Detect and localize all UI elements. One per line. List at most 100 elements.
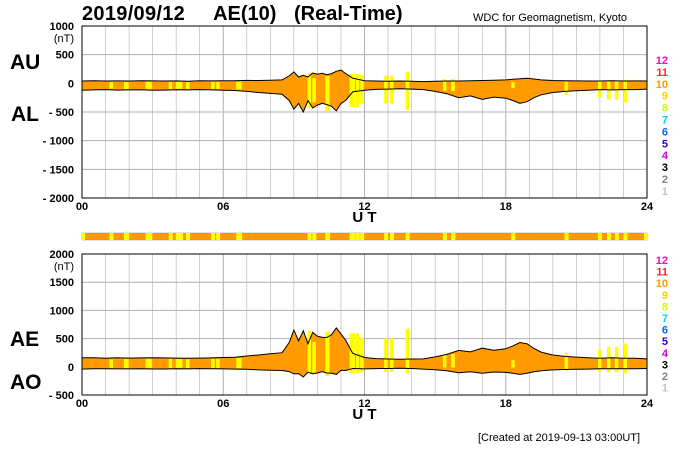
quality-strip-highlight (355, 233, 360, 240)
activity-area-fill (82, 327, 647, 377)
quality-highlight (123, 359, 128, 368)
quality-strip-highlight (123, 233, 128, 240)
x-tick-label: 18 (500, 201, 512, 213)
quality-strip-highlight (614, 233, 619, 240)
quality-highlight (109, 82, 113, 89)
au-label: AU (10, 51, 41, 74)
x-tick-label: 24 (641, 398, 654, 410)
legend-level-label: 2 (662, 174, 668, 186)
quality-highlight (564, 81, 569, 95)
ae-label: AE (10, 328, 40, 351)
quality-highlight (175, 81, 180, 89)
legend-level-label: 8 (662, 301, 668, 313)
y-tick-label: - 500 (49, 390, 74, 402)
plot-frame (81, 25, 648, 199)
x-axis-label: U T (352, 406, 376, 423)
series-line-au (81, 69, 648, 83)
y-tick-label: 1500 (50, 277, 74, 289)
quality-highlight (145, 358, 150, 368)
quality-strip-highlight (451, 233, 456, 240)
legend-level-label: 4 (662, 348, 669, 360)
quality-highlight (216, 358, 220, 368)
quality-highlight (185, 82, 190, 89)
quality-highlight (614, 346, 619, 373)
quality-highlight (360, 337, 364, 373)
x-tick-label: 00 (76, 398, 88, 410)
quality-strip-highlight (145, 233, 150, 240)
quality-strip-highlight (623, 233, 628, 240)
quality-highlight (405, 328, 410, 374)
quality-highlight (511, 82, 515, 89)
legend-level-label: 9 (662, 91, 668, 103)
quality-strip-highlight (312, 233, 317, 240)
legend-level-label: 9 (662, 290, 668, 302)
quality-highlight (390, 75, 394, 104)
quality-strip-highlight (511, 233, 516, 240)
legend-level-label: 1 (662, 186, 668, 198)
x-tick-label: 06 (217, 201, 229, 213)
y-tick-label: 500 (56, 50, 74, 62)
quality-strip-highlight (82, 233, 85, 240)
quality-strip-highlight (390, 233, 395, 240)
y-tick-label: - 1000 (43, 136, 74, 148)
quality-highlight (351, 74, 356, 107)
quality-highlight (326, 76, 330, 111)
quality-highlight (145, 81, 150, 89)
series-line-ae (82, 327, 648, 360)
chart-date: 2019/09/12 (82, 3, 186, 25)
quality-highlight (451, 79, 455, 91)
quality-strip-highlight (606, 233, 611, 240)
x-tick-label: 18 (500, 398, 512, 410)
y-unit-label: (nT) (54, 261, 74, 273)
legend-level-label: 4 (662, 150, 669, 162)
legend-level-label: 5 (662, 336, 668, 348)
y-tick-label: - 2000 (43, 193, 74, 205)
quality-highlight (349, 333, 354, 373)
quality-highlight (451, 354, 455, 368)
legend-level-label: 5 (662, 138, 668, 150)
y-tick-label: 2000 (50, 249, 74, 261)
quality-highlight (390, 338, 394, 373)
quality-strip-highlight (236, 233, 241, 240)
x-tick-label: 12 (358, 398, 370, 410)
y-tick-label: - 1500 (43, 164, 74, 176)
legend-level-label: 12 (656, 55, 668, 67)
quality-highlight (238, 81, 242, 90)
quality-strip-highlight (597, 233, 602, 240)
quality-strip-highlight (442, 233, 447, 240)
quality-highlight (597, 349, 602, 372)
quality-highlight (442, 79, 447, 91)
quality-highlight (216, 81, 220, 89)
legend-level-label: 2 (662, 371, 668, 383)
legend-level-label: 1 (662, 383, 668, 395)
al-label: AL (11, 103, 39, 126)
legend-level-label: 6 (662, 325, 668, 337)
quality-strip-highlight (148, 233, 153, 240)
quality-highlight (360, 75, 364, 105)
source-credit: WDC for Geomagnetism, Kyoto (473, 12, 628, 24)
quality-highlight (175, 359, 180, 368)
quality-highlight (211, 358, 215, 368)
legend-level-label: 10 (656, 278, 668, 290)
quality-highlight (123, 82, 128, 89)
x-tick-label: 00 (76, 201, 88, 213)
quality-highlight (148, 81, 152, 90)
y-tick-label: 0 (68, 362, 74, 374)
chart-title: 2019/09/12 AE(10) (Real-Time) (82, 3, 403, 26)
quality-highlight (564, 352, 569, 371)
legend-level-label: 7 (662, 115, 668, 127)
quality-highlight (236, 81, 240, 90)
ao-label: AO (10, 371, 42, 394)
quality-highlight (236, 358, 240, 369)
legend-level-label: 8 (662, 103, 668, 115)
quality-strip-highlight (109, 233, 114, 240)
activity-area-fill (82, 70, 647, 112)
chart-subtitle: AE(10) (Real-Time) (213, 3, 403, 25)
legend-level-label: 3 (662, 359, 668, 371)
quality-highlight (623, 79, 627, 103)
quality-strip-highlight (564, 233, 569, 240)
quality-highlight (312, 341, 316, 373)
x-tick-label: 24 (641, 201, 654, 213)
created-timestamp: [Created at 2019-09-13 03:00UT] (478, 432, 641, 444)
